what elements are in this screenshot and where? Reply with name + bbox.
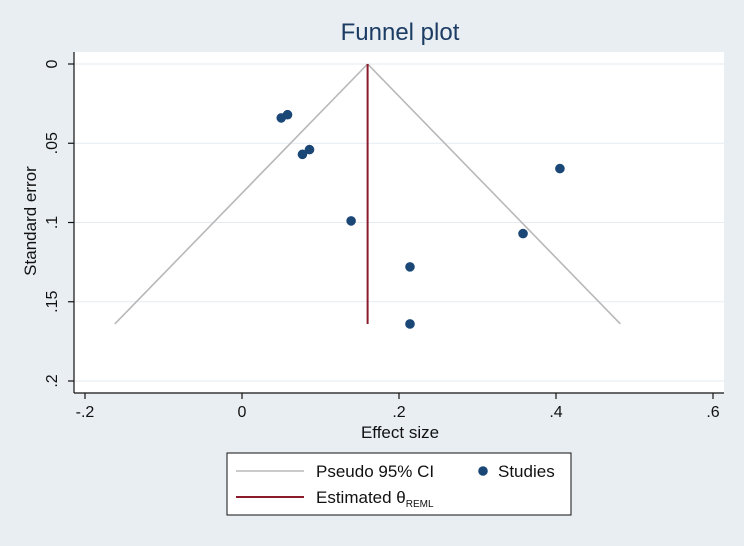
pseudo-ci-layer <box>114 63 621 325</box>
y-tick-label: .15 <box>44 291 61 313</box>
chart-title: Funnel plot <box>341 19 460 46</box>
legend-estimate-label: Estimated θREML <box>316 488 434 510</box>
study-point <box>304 144 315 155</box>
y-tick-label: .1 <box>44 216 61 229</box>
pseudo-ci-right-line <box>367 63 621 325</box>
legend-studies-marker <box>478 466 488 476</box>
y-tick-label: .2 <box>44 374 61 387</box>
pseudo-ci-left-line <box>114 63 369 325</box>
legend-estimate-subscript: REML <box>406 499 434 510</box>
study-point <box>405 319 415 329</box>
x-tick-label: 0 <box>238 404 247 421</box>
study-point <box>297 149 308 160</box>
x-tick-label: .4 <box>549 404 562 421</box>
study-point <box>346 216 356 226</box>
points-layer <box>276 109 565 329</box>
x-tick-label: -.2 <box>76 404 95 421</box>
y-tick-label: 0 <box>44 59 61 68</box>
legend-ci-label: Pseudo 95% CI <box>316 462 434 481</box>
x-tick-label: .6 <box>706 404 719 421</box>
legend-box <box>226 452 572 516</box>
x-tick-label: .2 <box>392 404 405 421</box>
x-axis-label: Effect size <box>361 423 439 442</box>
study-point <box>518 228 528 239</box>
legend: Pseudo 95% CI Studies Estimated θREML <box>226 452 572 516</box>
study-point <box>555 163 565 174</box>
axes-layer: -.2 0 .2 .4 .6 0 .05 .1 .15 .2 <box>44 52 724 421</box>
y-tick-label: .05 <box>44 132 61 154</box>
grid-layer <box>74 63 724 382</box>
legend-studies-label: Studies <box>498 462 555 481</box>
study-point <box>405 262 415 272</box>
y-axis-label: Standard error <box>21 166 40 276</box>
study-point <box>282 109 293 120</box>
